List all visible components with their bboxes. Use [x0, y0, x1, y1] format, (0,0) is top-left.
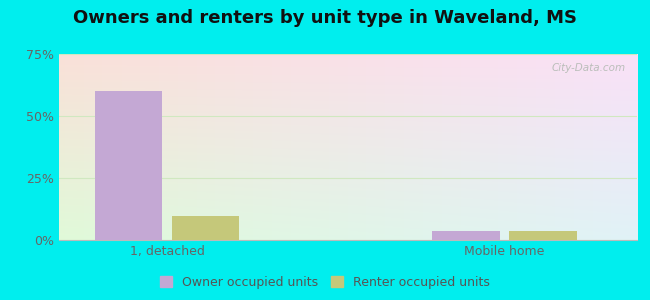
Bar	[432, 231, 500, 240]
Bar	[172, 216, 239, 240]
Bar	[95, 91, 162, 240]
Text: Owners and renters by unit type in Waveland, MS: Owners and renters by unit type in Wavel…	[73, 9, 577, 27]
Legend: Owner occupied units, Renter occupied units: Owner occupied units, Renter occupied un…	[155, 271, 495, 294]
Bar	[509, 231, 577, 240]
Text: City-Data.com: City-Data.com	[551, 63, 625, 73]
